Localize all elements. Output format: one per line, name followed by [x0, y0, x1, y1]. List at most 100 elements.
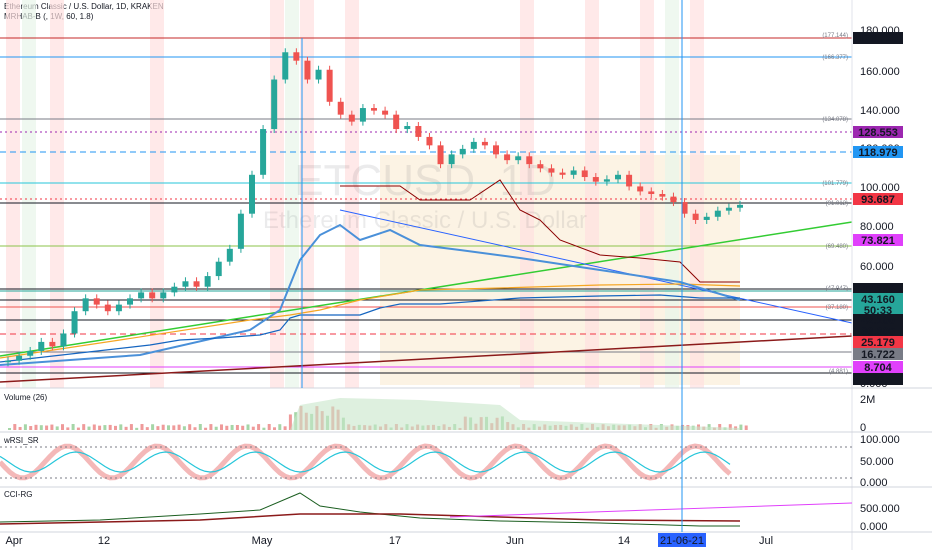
candle-body [515, 156, 522, 161]
wrsi-signal-line [0, 451, 731, 473]
price-label-text: 3.213 [864, 374, 892, 386]
time-tick: 17 [389, 535, 401, 547]
candle-body [82, 298, 89, 312]
candle-body [149, 292, 156, 299]
candle-body [703, 216, 710, 220]
candle-body [537, 164, 544, 169]
candle-body [393, 114, 400, 130]
candle-body [714, 210, 721, 217]
time-tick: 21-06-21 [660, 535, 704, 547]
wrsi-band [0, 443, 732, 481]
price-label-text: 8.704 [864, 362, 892, 374]
volume-bar [61, 424, 64, 430]
fib-label: (91.012) [826, 201, 848, 207]
volume-bar [92, 424, 96, 430]
time-tick: 14 [618, 535, 630, 547]
volume-bar [288, 414, 292, 430]
price-label-text: 176.720 [858, 33, 898, 45]
candle-body [5, 360, 11, 363]
chart-header: Ethereum Classic / U.S. Dollar, 1D, KRAK… [4, 2, 164, 22]
candle-body [526, 156, 533, 165]
price-label-text: 43.160 [861, 294, 895, 306]
candle-body [326, 69, 333, 102]
price-label-box [853, 314, 903, 326]
fib-label: (101.779) [822, 181, 848, 187]
volume-bar [246, 424, 250, 430]
candle-body [104, 304, 111, 312]
cci-red-line [0, 513, 741, 525]
candle-body [404, 126, 411, 130]
fib-label: (134.078) [822, 117, 848, 123]
volume-bar [744, 425, 748, 430]
candle-body [581, 170, 588, 178]
candle-body [16, 355, 23, 361]
candle-body [182, 281, 189, 287]
candle-body [115, 304, 122, 312]
candle-body [548, 168, 555, 173]
candle-body [93, 298, 100, 305]
volume-area [290, 398, 740, 430]
candle-body [71, 311, 78, 334]
volume-bar [140, 424, 144, 430]
volume-bar [257, 424, 261, 430]
candle-body [470, 141, 477, 149]
volume-bar [283, 426, 287, 430]
candle-body [249, 174, 255, 214]
cci-pink-line [449, 502, 853, 518]
fib-label: (47.947) [826, 286, 848, 292]
fib-label: (177.144) [822, 33, 848, 39]
fib-label: (166.377) [822, 55, 848, 61]
volume-bar [76, 427, 80, 430]
date-highlight [658, 533, 706, 547]
candle-body [415, 126, 422, 137]
volume-bar [251, 426, 255, 430]
candle-body [215, 261, 222, 277]
candle-body [348, 114, 355, 122]
price-tick: 140.000 [860, 105, 900, 117]
trend-lines [0, 179, 853, 383]
volume-bar [230, 424, 234, 430]
candle-body [725, 207, 732, 211]
background-band [665, 0, 679, 388]
price-tick: 160.000 [860, 66, 900, 78]
price-label-box [853, 373, 903, 385]
volume-bar [241, 425, 245, 430]
time-tick: Apr [5, 535, 22, 547]
price-tick: 80.000 [860, 221, 894, 233]
volume-bars [8, 398, 748, 430]
volume-bar [204, 427, 208, 430]
candle-body [559, 172, 566, 175]
candle-body [648, 191, 655, 194]
time-axis: Apr 12 May 17 Jun 14 21-06-21 Jul [5, 533, 773, 547]
volume-bar [124, 426, 128, 430]
volume-bar [29, 426, 33, 430]
volume-bar [55, 426, 59, 430]
candle-body [570, 170, 577, 175]
candle-body [171, 286, 178, 293]
watermark-symbol: ETCUSD, 1D [294, 156, 556, 205]
price-label-text: 36.305 [861, 326, 895, 338]
candle-body [681, 202, 688, 214]
volume-label: Volume (26) [4, 393, 47, 402]
volume-bar [156, 426, 160, 430]
price-label-box [853, 293, 903, 305]
volume-bar [235, 425, 239, 430]
candle-body [38, 341, 45, 351]
fib-label: (37.180) [826, 305, 848, 311]
wrsi-label: wRSI_SR [3, 436, 39, 445]
cci-lines [0, 492, 853, 527]
cci-label: CCI-RG [4, 490, 32, 499]
cci-tick: 500.000 [860, 503, 900, 515]
blue-ma-line [0, 223, 741, 366]
price-label-box [853, 361, 903, 373]
volume-bar [151, 424, 155, 430]
time-tick: Jun [506, 535, 524, 547]
volume-bar [172, 425, 176, 430]
candle-body [226, 248, 233, 262]
background-band [270, 0, 284, 388]
volume-bar [193, 427, 197, 430]
wrsi-tick: 50.000 [860, 456, 894, 468]
volume-bar [129, 424, 133, 430]
volume-bar [82, 424, 86, 430]
